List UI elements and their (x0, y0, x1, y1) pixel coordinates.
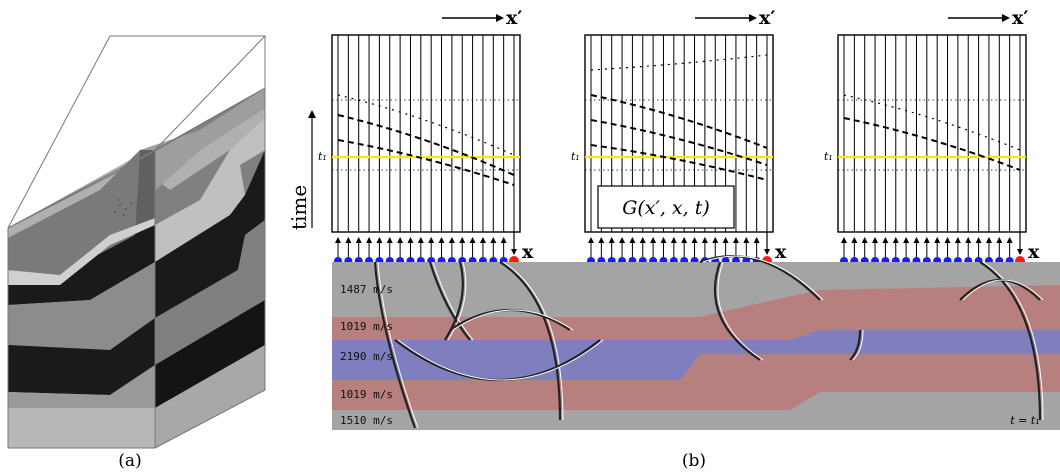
reflection-event (337, 139, 515, 186)
panel-frame (837, 34, 1027, 233)
wavefront-arc-highlight (452, 309, 574, 331)
wavefront-arc (428, 261, 471, 341)
green-function-box: G(x′, x, t) (597, 185, 735, 229)
wavefront-arc (499, 261, 562, 421)
velocity-label: 1019 m/s (340, 320, 393, 333)
wavefront-arc-highlight (432, 261, 474, 341)
x-label: x (522, 241, 534, 263)
wavefront-arc (444, 261, 464, 341)
wavefront-arc-highlight (377, 261, 419, 429)
wavefront-arc-highlight (447, 261, 467, 341)
x-label: x (1028, 241, 1040, 263)
panel-a-caption: (a) (118, 451, 141, 471)
x-prime-label: x′ (1012, 7, 1028, 29)
layer-band-1019-upper (332, 285, 1060, 340)
time-axis-label: time (287, 185, 311, 230)
wavefront-arc-highlight (982, 261, 1044, 421)
wavefront-arc-highlight (397, 339, 604, 381)
wavefront-arc (373, 261, 417, 429)
seismogram-panel-1: t₁ x′ x (318, 7, 534, 266)
layer-band-1019-lower (332, 354, 1060, 410)
layer-band-2190 (332, 330, 1060, 380)
wavefront-arc (713, 261, 761, 361)
wavefront-arc-highlight (717, 261, 764, 361)
wavefront-arc (979, 261, 1042, 421)
reflection-event (590, 54, 768, 71)
x-label: x (775, 241, 787, 263)
green-function-label: G(x′, x, t) (622, 197, 710, 219)
x-prime-label: x′ (759, 7, 775, 29)
t1-label: t₁ (824, 150, 833, 163)
reflection-event (843, 94, 1021, 151)
panel-frame (331, 34, 521, 233)
reflection-event (843, 117, 1021, 171)
time-axis: time (287, 110, 316, 230)
velocity-model-section: 1487 m/s 1019 m/s 2190 m/s 1019 m/s 1510 m/s… (332, 255, 1060, 430)
x-prime-label: x′ (506, 7, 522, 29)
block-model-3d (7, 35, 266, 449)
wavefront-arc-highlight (702, 255, 824, 301)
reflection-event (590, 119, 768, 166)
velocity-label: 1487 m/s (340, 283, 393, 296)
velocity-label: 1019 m/s (340, 388, 393, 401)
velocity-label: 2190 m/s (340, 350, 393, 363)
time-marker-label: t = t₁ (1010, 414, 1039, 427)
wavefront-arc-highlight (502, 261, 564, 421)
wavefront-arc (699, 255, 821, 301)
t1-label: t₁ (318, 150, 327, 163)
reflection-event (590, 94, 768, 149)
reflection-event (590, 144, 768, 181)
panel-b-caption: (b) (682, 451, 706, 471)
t1-label: t₁ (571, 150, 580, 163)
reflection-event (337, 114, 515, 176)
wavefront-arc-highlight (962, 279, 1044, 301)
seismogram-panel-3: t₁ x′ x (824, 7, 1040, 266)
wavefront-arc (849, 329, 862, 361)
wavefront-arc-highlight (852, 329, 864, 361)
reflection-event (337, 94, 515, 156)
velocity-label: 1510 m/s (340, 414, 393, 427)
